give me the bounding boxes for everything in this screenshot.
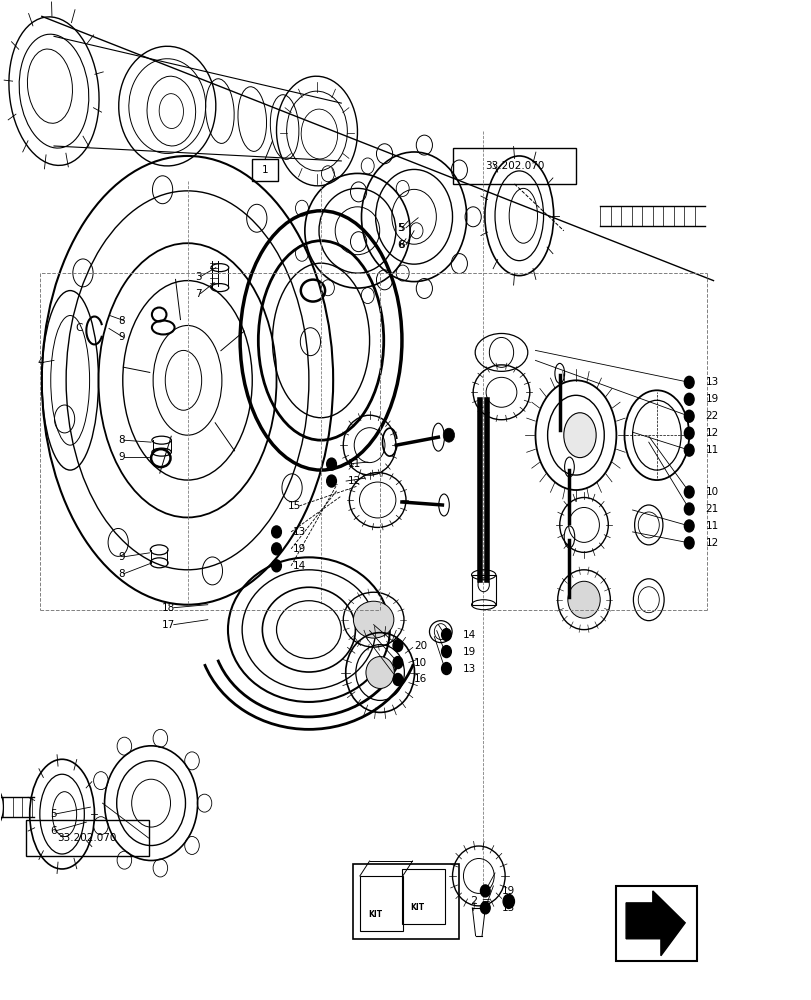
Circle shape <box>684 427 693 439</box>
Text: 4: 4 <box>37 357 45 367</box>
Text: 13: 13 <box>292 527 306 537</box>
Text: 6: 6 <box>397 240 403 250</box>
Circle shape <box>393 640 402 652</box>
Circle shape <box>684 520 693 532</box>
Text: 16: 16 <box>414 675 427 685</box>
Polygon shape <box>625 891 684 956</box>
Text: 5: 5 <box>397 223 403 233</box>
Bar <box>616 886 697 961</box>
Text: 33.202.070: 33.202.070 <box>484 161 543 171</box>
Text: 21: 21 <box>705 504 718 514</box>
Circle shape <box>480 902 490 914</box>
Text: 19: 19 <box>462 647 475 657</box>
Text: 11: 11 <box>705 521 718 531</box>
Circle shape <box>393 657 402 669</box>
Circle shape <box>684 537 693 549</box>
Text: KIT: KIT <box>367 910 381 919</box>
Circle shape <box>684 503 693 515</box>
Text: 13: 13 <box>462 664 475 674</box>
Circle shape <box>503 894 514 908</box>
Text: 11: 11 <box>347 459 361 469</box>
Text: 7: 7 <box>195 289 202 299</box>
Circle shape <box>272 560 281 572</box>
Bar <box>453 148 575 184</box>
Text: 6: 6 <box>397 240 404 250</box>
Ellipse shape <box>567 581 599 618</box>
Ellipse shape <box>366 657 394 688</box>
Text: 15: 15 <box>287 501 300 511</box>
Text: 8: 8 <box>118 569 125 579</box>
Circle shape <box>272 526 281 538</box>
Text: 5: 5 <box>397 223 404 233</box>
Text: 2 =: 2 = <box>470 896 490 906</box>
Text: 3: 3 <box>195 272 202 282</box>
Text: 17: 17 <box>162 620 175 630</box>
Text: 20: 20 <box>414 641 427 651</box>
Circle shape <box>684 376 693 388</box>
Text: 13: 13 <box>501 903 514 913</box>
Text: 8: 8 <box>118 316 125 326</box>
Text: 19: 19 <box>501 886 514 896</box>
Ellipse shape <box>563 413 595 458</box>
Bar <box>252 159 278 181</box>
Text: 14: 14 <box>292 561 306 571</box>
Text: 10: 10 <box>414 658 427 668</box>
Circle shape <box>441 663 451 675</box>
Text: 12: 12 <box>347 476 361 486</box>
Text: 12: 12 <box>705 538 718 548</box>
Text: 13: 13 <box>705 377 718 387</box>
Bar <box>359 876 402 931</box>
Circle shape <box>443 428 454 442</box>
Circle shape <box>684 444 693 456</box>
Text: 18: 18 <box>162 603 175 613</box>
Ellipse shape <box>353 601 393 638</box>
Text: 19: 19 <box>705 394 718 404</box>
Text: 33.202.070: 33.202.070 <box>58 833 117 843</box>
Text: 22: 22 <box>705 411 718 421</box>
Bar <box>471 575 496 605</box>
Circle shape <box>684 486 693 498</box>
Text: 19: 19 <box>292 544 306 554</box>
Text: KIT: KIT <box>410 903 423 912</box>
Text: 6: 6 <box>49 826 56 836</box>
Circle shape <box>326 475 336 487</box>
Text: 14: 14 <box>462 630 475 640</box>
Text: 9: 9 <box>118 452 125 462</box>
Text: 9: 9 <box>118 552 125 562</box>
Text: 9: 9 <box>118 332 125 342</box>
Bar <box>353 864 458 939</box>
Circle shape <box>441 646 451 658</box>
Text: 11: 11 <box>705 445 718 455</box>
Text: 8: 8 <box>118 435 125 445</box>
Circle shape <box>684 410 693 422</box>
Text: 10: 10 <box>705 487 718 497</box>
Circle shape <box>272 543 281 555</box>
Text: C: C <box>75 323 82 333</box>
Bar <box>401 869 444 924</box>
Circle shape <box>684 393 693 405</box>
Circle shape <box>441 629 451 641</box>
Text: 1: 1 <box>262 165 268 175</box>
Text: 5: 5 <box>49 809 56 819</box>
Text: 12: 12 <box>705 428 718 438</box>
Circle shape <box>393 674 402 685</box>
Circle shape <box>480 885 490 897</box>
Bar <box>26 820 148 856</box>
Circle shape <box>326 458 336 470</box>
